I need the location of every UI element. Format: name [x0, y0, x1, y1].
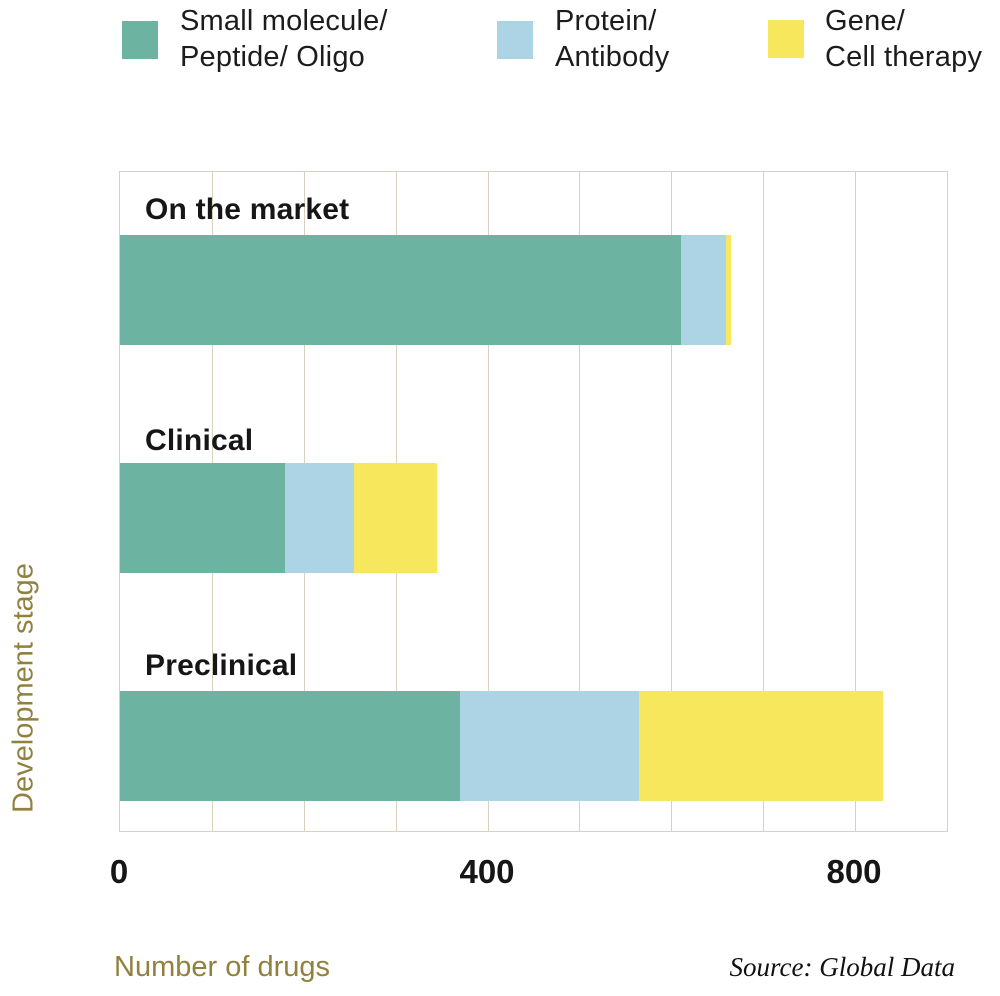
legend-swatch-protein-antibody	[497, 21, 533, 59]
bar-on-the-market	[120, 235, 731, 345]
bar-segment-small-molecule-peptide-oligo	[120, 691, 460, 801]
bar-segment-small-molecule-peptide-oligo	[120, 235, 681, 345]
bar-segment-protein-antibody	[680, 235, 727, 345]
bar-segment-small-molecule-peptide-oligo	[120, 463, 286, 573]
legend-label-small-molecule: Small molecule/ Peptide/ Oligo	[180, 3, 388, 75]
legend-label-line: Protein/	[555, 5, 657, 37]
source-credit: Source: Global Data	[729, 952, 955, 982]
bar-segment-gene-cell-therapy	[726, 235, 731, 345]
legend-swatch-gene-cell-therapy	[768, 20, 804, 58]
bar-segment-gene-cell-therapy	[639, 691, 883, 801]
x-tick-label-400: 400	[459, 853, 515, 890]
gridline	[855, 172, 856, 831]
gridline	[671, 172, 672, 831]
bar-segment-gene-cell-therapy	[354, 463, 437, 573]
bar-preclinical	[120, 691, 883, 801]
y-axis-title: Development stage	[7, 563, 40, 813]
gridline	[488, 172, 489, 831]
legend-label-line: Peptide/ Oligo	[180, 41, 365, 73]
bar-clinical	[120, 463, 437, 573]
legend-label-line: Cell therapy	[825, 41, 983, 73]
legend-label-protein-antibody: Protein/ Antibody	[555, 3, 669, 75]
bar-segment-protein-antibody	[285, 463, 355, 573]
gridline	[763, 172, 764, 831]
bar-segment-protein-antibody	[460, 691, 640, 801]
category-label-clinical: Clinical	[145, 424, 254, 457]
category-label-preclinical: Preclinical	[145, 649, 298, 682]
x-axis-title: Number of drugs	[114, 951, 330, 983]
gridline	[579, 172, 580, 831]
plot-area: On the market Clinical Preclinical	[119, 171, 948, 832]
legend-label-gene-cell-therapy: Gene/ Cell therapy	[825, 3, 982, 75]
legend-swatch-small-molecule	[122, 21, 158, 59]
legend-label-line: Antibody	[555, 41, 670, 73]
legend-label-line: Small molecule/	[180, 5, 388, 37]
x-tick-label-800: 800	[826, 853, 882, 890]
legend-label-line: Gene/	[825, 5, 905, 37]
x-tick-label-0: 0	[109, 853, 129, 890]
category-label-on-the-market: On the market	[145, 193, 350, 226]
